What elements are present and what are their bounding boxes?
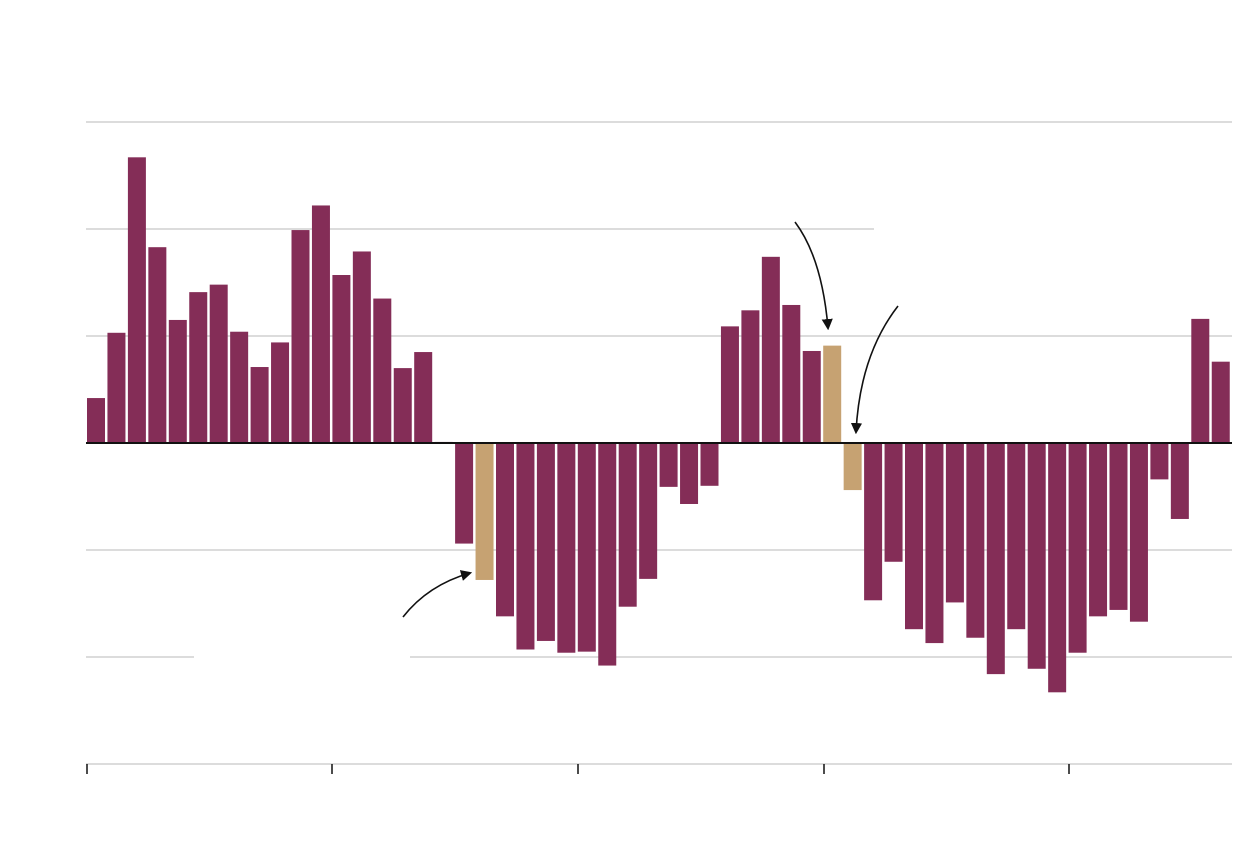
bar	[557, 443, 576, 653]
bar	[1170, 443, 1189, 519]
bar	[311, 205, 330, 443]
bar	[700, 443, 719, 486]
bar	[189, 292, 208, 443]
bar	[741, 310, 760, 443]
bar	[966, 443, 985, 638]
bar	[1068, 443, 1087, 653]
annotations	[402, 221, 899, 618]
bar	[516, 443, 535, 650]
bar	[1211, 361, 1230, 443]
annotation-arrow	[402, 570, 473, 618]
bar	[209, 284, 228, 443]
bar	[148, 247, 167, 443]
annotation-arrow	[850, 305, 899, 435]
bar	[168, 319, 187, 443]
bar	[618, 443, 637, 607]
bar	[455, 443, 474, 544]
bar	[1129, 443, 1148, 622]
bar	[802, 350, 821, 443]
bar	[659, 443, 678, 487]
bar	[945, 443, 964, 603]
bar	[1027, 443, 1046, 669]
bar	[291, 230, 310, 443]
bar	[414, 352, 433, 443]
bar	[127, 157, 146, 443]
bar	[680, 443, 699, 504]
bar	[1007, 443, 1026, 630]
bar	[577, 443, 596, 652]
bar	[1048, 443, 1067, 693]
bar	[761, 256, 780, 443]
bar	[250, 367, 269, 443]
bar	[373, 298, 392, 443]
bar	[1191, 318, 1210, 443]
bar	[352, 251, 371, 443]
bar	[598, 443, 617, 666]
bar	[332, 275, 351, 443]
bar	[720, 326, 739, 443]
bar	[271, 342, 290, 443]
highlighted-bar	[475, 443, 494, 580]
bar	[496, 443, 514, 617]
x-axis	[86, 442, 1232, 774]
bar	[639, 443, 658, 579]
bar	[87, 398, 105, 443]
bar	[107, 332, 126, 443]
bar	[393, 368, 412, 443]
bar	[1089, 443, 1108, 617]
bar	[986, 443, 1005, 675]
annotation-arrow	[794, 221, 833, 331]
bar	[925, 443, 944, 644]
bar	[905, 443, 923, 630]
bars	[87, 157, 1230, 693]
bar	[1109, 443, 1128, 610]
bar	[230, 331, 249, 443]
highlighted-bar	[843, 443, 862, 491]
bar	[864, 443, 883, 601]
highlighted-bar	[823, 345, 842, 443]
bar	[884, 443, 903, 562]
bar	[782, 304, 801, 443]
bar	[1150, 443, 1169, 480]
bar	[536, 443, 555, 641]
gridlines	[86, 121, 1232, 658]
